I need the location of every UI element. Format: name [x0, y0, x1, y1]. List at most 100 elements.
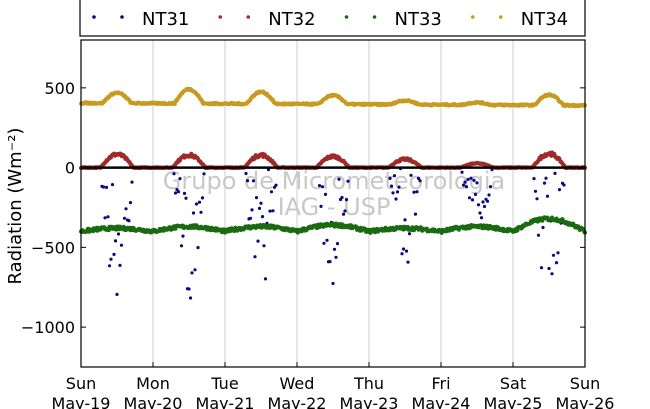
data-point — [115, 292, 119, 296]
data-point — [389, 184, 394, 188]
data-point — [392, 174, 397, 178]
data-point — [103, 216, 107, 220]
legend-marker — [218, 15, 223, 19]
legend-marker — [344, 15, 349, 19]
data-point — [470, 198, 475, 202]
x-tick-label-date: May-23 — [340, 394, 399, 409]
data-point — [124, 207, 128, 211]
data-point — [463, 180, 467, 184]
data-point — [254, 196, 259, 200]
data-point — [464, 185, 469, 189]
data-point — [325, 238, 329, 242]
data-point — [479, 216, 484, 220]
data-point — [475, 181, 479, 185]
legend: NT31 NT32 NT33 NT34 — [79, 0, 586, 37]
data-point — [341, 212, 346, 216]
data-point — [403, 218, 407, 222]
data-point — [259, 201, 263, 205]
x-tick-label-date: May-25 — [484, 394, 543, 409]
legend-label: NT32 — [268, 9, 315, 30]
data-point — [184, 196, 188, 200]
data-point — [200, 196, 205, 200]
plot-frame — [80, 39, 586, 368]
data-point — [551, 253, 556, 257]
watermark-line: IAG - USP — [278, 193, 391, 221]
data-point — [397, 185, 401, 189]
data-point — [269, 190, 274, 194]
data-point — [250, 208, 254, 212]
data-point — [263, 277, 268, 281]
data-point — [343, 209, 347, 213]
legend-item-nt31: NT31 — [92, 9, 189, 30]
data-point — [334, 255, 338, 259]
data-point — [320, 185, 325, 189]
data-point — [251, 179, 256, 183]
data-point — [557, 188, 562, 192]
legend-item-nt33: NT33 — [344, 9, 442, 30]
data-point — [344, 198, 349, 202]
data-point — [476, 203, 481, 207]
data-point — [107, 264, 112, 268]
data-point — [545, 194, 550, 198]
data-point — [196, 246, 200, 250]
data-point — [467, 196, 472, 200]
watermark: Grupo de Micrometeorologia IAG - USP — [163, 167, 505, 221]
data-point — [199, 210, 203, 214]
data-point — [481, 200, 485, 204]
data-point — [248, 216, 253, 220]
x-tick-label-day: Fri — [431, 374, 450, 393]
data-point — [190, 271, 194, 275]
y-tick-label: −1000 — [21, 318, 75, 337]
data-point — [130, 180, 134, 184]
legend-marker — [92, 15, 96, 19]
data-point — [113, 239, 118, 243]
data-point — [337, 177, 341, 181]
data-point — [469, 176, 473, 180]
data-point — [395, 190, 400, 194]
data-point — [181, 234, 185, 238]
data-point — [415, 190, 419, 194]
data-point — [394, 197, 398, 201]
legend-marker — [498, 15, 503, 19]
legend-label: NT33 — [395, 9, 442, 30]
x-tick-label-date: May-26 — [556, 394, 615, 409]
legend-label: NT31 — [142, 9, 189, 30]
data-point — [418, 179, 422, 183]
data-point — [556, 251, 560, 255]
x-tick-label-day: Sat — [500, 374, 526, 393]
data-point — [542, 181, 547, 185]
data-point — [176, 190, 181, 194]
data-point — [187, 287, 191, 291]
data-point — [188, 296, 193, 300]
data-point — [340, 195, 344, 200]
x-tick-label-date: May-20 — [124, 394, 183, 409]
data-point — [488, 185, 493, 189]
data-point — [122, 216, 127, 220]
data-point — [412, 190, 416, 194]
data-point — [472, 178, 476, 182]
data-point — [119, 243, 124, 247]
data-point — [172, 172, 176, 176]
data-point — [553, 171, 557, 175]
data-point — [257, 206, 262, 210]
data-point — [194, 202, 199, 206]
grid-lines — [152, 40, 514, 367]
data-point — [413, 212, 418, 216]
data-point — [391, 191, 395, 195]
data-point — [482, 204, 487, 209]
data-point — [535, 197, 539, 201]
data-point — [274, 183, 278, 187]
data-point — [335, 242, 340, 246]
watermark-line: Grupo de Micrometeorologia — [163, 167, 505, 195]
data-point — [478, 211, 482, 215]
data-point — [388, 176, 392, 180]
x-tick-label-day: Wed — [280, 374, 315, 393]
series-nt34 — [79, 86, 587, 109]
x-axis-ticks: SunMay-19MonMay-20TueMay-21WedMay-22ThuM… — [52, 362, 615, 409]
y-axis-label: Radiation (Wm⁻²) — [5, 128, 26, 285]
data-point — [536, 233, 541, 237]
data-point — [323, 192, 328, 196]
data-point — [533, 189, 538, 193]
legend-marker — [246, 15, 251, 19]
